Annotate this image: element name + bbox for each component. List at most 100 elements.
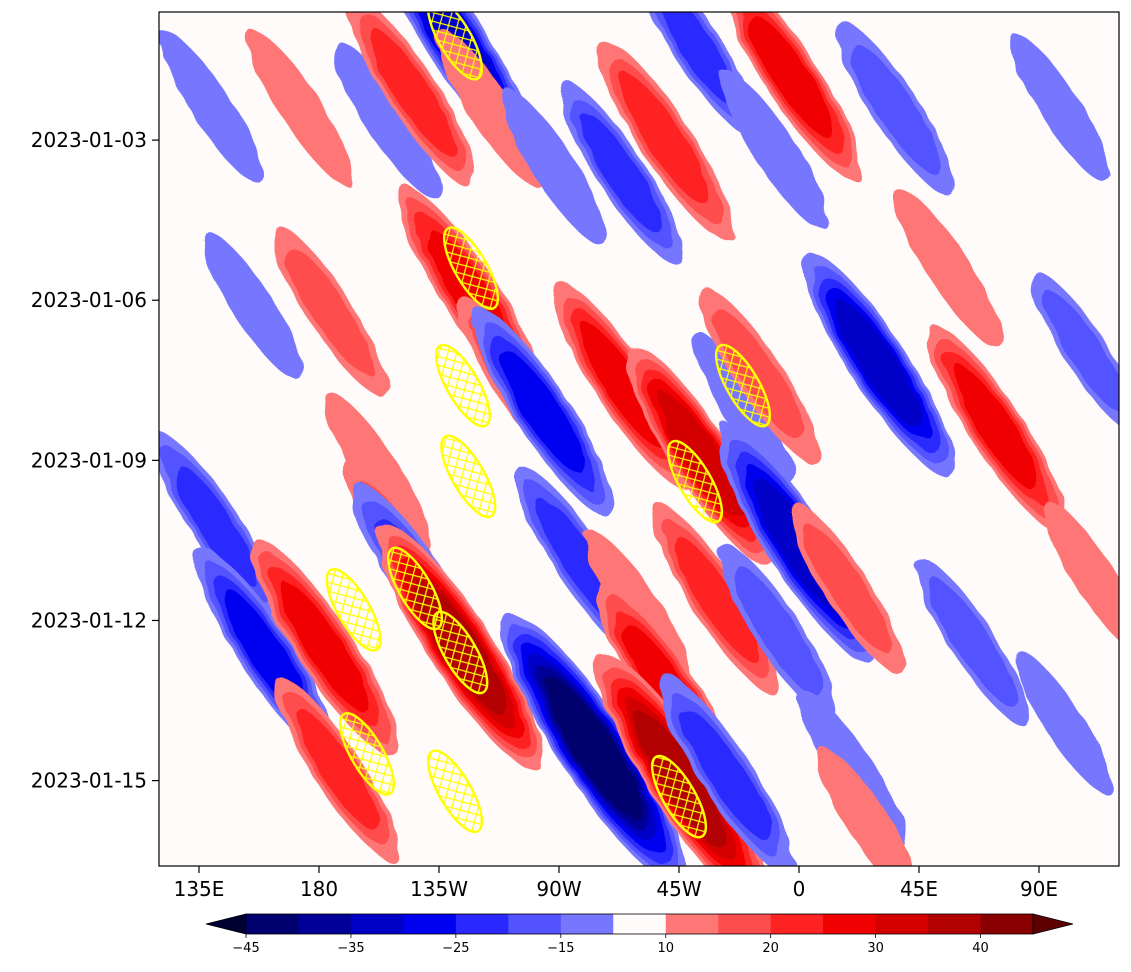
contour-band xyxy=(673,536,760,662)
colorbar-tick-label: −15 xyxy=(547,941,574,956)
colorbar-segment xyxy=(875,914,929,934)
colorbar-extend-high xyxy=(1032,913,1074,935)
contour-band xyxy=(323,391,432,551)
contour-band xyxy=(835,301,923,428)
hatched-region xyxy=(714,343,772,428)
anomaly-blob xyxy=(925,324,1067,533)
contour-band xyxy=(499,87,608,247)
colorbar-segment xyxy=(980,914,1034,934)
colorbar-tick-label: −45 xyxy=(232,941,259,956)
anomaly-blob xyxy=(331,39,440,199)
x-axis: 135E 180 135W 90W 45W 0 45E 90E xyxy=(174,866,1058,901)
colorbar-segment xyxy=(718,914,772,934)
anomaly-blob xyxy=(788,503,906,674)
y-tick-label: 2023-01-12 xyxy=(31,608,147,632)
contour-band xyxy=(621,74,711,206)
anomaly-blob xyxy=(161,32,264,184)
contour-band xyxy=(580,323,666,448)
hatched-region xyxy=(426,749,484,834)
colorbar-segment xyxy=(665,914,719,934)
colorbar-segment xyxy=(508,914,562,934)
contour-band xyxy=(247,30,353,186)
anomaly-blob xyxy=(659,675,795,866)
anomaly-blob xyxy=(720,12,862,180)
anomaly-blob xyxy=(251,539,398,755)
anomaly-blob xyxy=(347,12,478,188)
x-tick-label: 45W xyxy=(656,877,701,901)
colorbar-segment xyxy=(246,914,299,934)
contour-band xyxy=(682,709,772,841)
colorbar-segment xyxy=(455,914,509,934)
contour-band xyxy=(953,366,1039,491)
x-tick-label: 90E xyxy=(1020,877,1058,901)
y-tick-label: 2023-01-15 xyxy=(31,769,147,793)
colorbar-tick-label: 30 xyxy=(867,941,884,956)
colorbar: −45 −35 −25 −15 10 20 30 40 xyxy=(205,913,1074,956)
contour-band xyxy=(545,677,643,820)
contour-band xyxy=(280,582,369,712)
hatched-region xyxy=(432,610,489,695)
contour-band xyxy=(894,188,1003,348)
contour-band xyxy=(173,464,257,585)
contour-band xyxy=(748,13,834,139)
contour-band xyxy=(657,391,744,519)
hatched-region xyxy=(325,567,382,652)
contour-band xyxy=(1014,650,1112,794)
colorbar-segment xyxy=(560,914,614,934)
anomaly-blob xyxy=(558,80,683,264)
x-tick-label: 90W xyxy=(536,877,581,901)
contour-band xyxy=(713,308,805,442)
colorbar-frame xyxy=(245,913,1034,935)
x-tick-label: 180 xyxy=(300,877,338,901)
colorbar-segment xyxy=(613,914,667,934)
hatched-region xyxy=(426,12,484,81)
contour-band xyxy=(802,523,892,654)
contour-band xyxy=(500,350,586,475)
contour-band xyxy=(201,230,304,381)
contour-band xyxy=(579,111,662,233)
contour-band xyxy=(369,29,456,155)
contour-band xyxy=(331,39,440,199)
anomaly-blob xyxy=(499,87,608,247)
colorbar-tick-label: 40 xyxy=(972,941,989,956)
colorbar-segment xyxy=(298,914,352,934)
anomaly-blob xyxy=(1042,500,1119,656)
anomaly-blob xyxy=(275,678,400,862)
anomaly-blob xyxy=(271,225,388,397)
x-tick-label: 135E xyxy=(174,877,225,901)
hatched-region xyxy=(434,343,492,428)
contour-band xyxy=(1009,32,1112,184)
contour-band xyxy=(849,41,941,175)
anomaly-blob xyxy=(201,230,304,381)
colorbar-tick-label: 20 xyxy=(762,941,779,956)
colorbar-extend-low xyxy=(205,913,247,935)
anomaly-blob xyxy=(718,543,838,719)
hatched-region xyxy=(442,226,500,311)
colorbar-segment xyxy=(770,914,824,934)
contour-band xyxy=(721,71,829,231)
contour-band xyxy=(296,709,379,831)
colorbar-segment xyxy=(928,914,982,934)
y-tick-label: 2023-01-09 xyxy=(31,448,147,472)
contour-band xyxy=(732,564,823,698)
anomaly-blob xyxy=(598,40,734,240)
anomaly-blob xyxy=(624,343,777,567)
hatched-region xyxy=(666,439,724,524)
contour-band xyxy=(929,578,1016,706)
hatched-region xyxy=(650,754,708,839)
contour-band xyxy=(161,32,264,184)
x-tick-label: 45E xyxy=(900,877,938,901)
y-tick-label: 2023-01-03 xyxy=(31,128,147,152)
anomaly-blob xyxy=(915,558,1030,726)
anomaly-blob xyxy=(501,612,687,866)
anomaly-blob xyxy=(894,188,1003,348)
anomaly-blob xyxy=(1009,32,1112,184)
anomaly-blob xyxy=(323,391,432,551)
plot-area xyxy=(158,11,1120,867)
anomaly-blob xyxy=(472,308,614,517)
anomaly-blob xyxy=(247,30,353,186)
colorbar-segment xyxy=(403,914,457,934)
x-tick-label: 0 xyxy=(793,877,806,901)
y-tick-label: 2023-01-06 xyxy=(31,288,147,312)
hatched-region xyxy=(440,434,497,519)
